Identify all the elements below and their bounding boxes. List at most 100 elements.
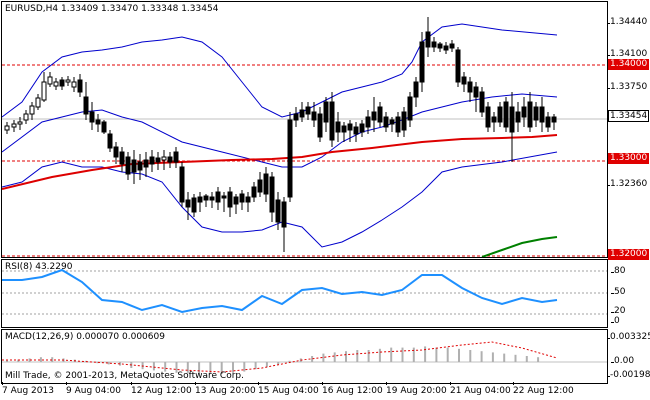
candle-body <box>23 113 29 121</box>
time-label: 7 Aug 2013 <box>2 382 54 396</box>
time-label: 16 Aug 12:00 <box>322 382 383 396</box>
candle-body <box>17 121 23 125</box>
macd-label: MACD(12,26,9) 0.000070 0.000609 <box>5 332 165 342</box>
candle-body <box>257 179 263 193</box>
candle-body <box>191 197 197 213</box>
candle-body <box>203 195 209 201</box>
current-price-label: 1.33454 <box>608 110 650 122</box>
candle-body <box>239 193 245 203</box>
price-chart-canvas[interactable] <box>2 2 607 257</box>
rsi-tick: 0 <box>611 316 620 326</box>
rsi-pane[interactable]: RSI(8) 43.2290 <box>1 259 608 328</box>
candle-body <box>275 199 281 223</box>
rsi-line <box>2 268 558 314</box>
time-label: 21 Aug 04:00 <box>450 382 511 396</box>
time-label: 12 Aug 12:00 <box>131 382 192 396</box>
candle-body <box>281 201 287 228</box>
candle-body <box>455 49 461 83</box>
candle-body <box>197 196 203 203</box>
bollinger-lower-band <box>2 151 558 248</box>
candle-body <box>173 151 179 163</box>
candle-body <box>209 196 215 201</box>
time-label: 19 Aug 20:00 <box>386 382 447 396</box>
time-label: 13 Aug 20:00 <box>195 382 256 396</box>
candle-body <box>443 45 449 51</box>
candle-body <box>533 106 539 121</box>
macd-axis: 0.003325 0.00 -0.001982 <box>606 329 650 382</box>
candle-body <box>287 119 293 198</box>
candle-body <box>167 156 173 163</box>
rsi-tick: 80 <box>610 266 626 276</box>
candle-body <box>299 109 305 118</box>
candle-body <box>149 156 155 165</box>
candle-body <box>401 111 407 131</box>
macd-pane[interactable]: MACD(12,26,9) 0.000070 0.000609 Mill Tra… <box>1 329 608 384</box>
time-axis: 7 Aug 2013 9 Aug 04:00 12 Aug 12:00 13 A… <box>0 382 607 398</box>
candle-body <box>4 125 10 131</box>
candle-body <box>437 43 443 49</box>
candle-body <box>347 123 353 131</box>
candle-body <box>113 146 119 158</box>
candle-body <box>341 125 347 133</box>
candle-body <box>305 106 311 115</box>
candle-body <box>89 111 95 123</box>
price-tick: 1.32360 <box>606 179 648 189</box>
candle-body <box>125 156 131 175</box>
candle-body <box>473 86 479 98</box>
candle-body <box>155 157 161 163</box>
macd-tick: -0.001982 <box>606 370 650 380</box>
candle-body <box>95 119 101 125</box>
candle-body <box>509 106 515 133</box>
candle-body <box>101 121 107 133</box>
candle-body <box>83 96 89 115</box>
candle-body <box>335 121 341 133</box>
candle-body <box>479 91 485 113</box>
candle-body <box>449 43 455 49</box>
candle-body <box>293 113 299 121</box>
candle-body <box>161 156 167 161</box>
rsi-canvas[interactable] <box>2 260 607 327</box>
rsi-tick: 20 <box>610 306 626 316</box>
candle-body <box>323 101 329 123</box>
candle-body <box>383 116 389 128</box>
candle-body <box>47 76 53 85</box>
candle-body <box>485 106 491 128</box>
candle-body <box>503 101 509 128</box>
candle-body <box>77 79 83 93</box>
price-tick: 1.34100 <box>606 49 648 59</box>
candle-body <box>179 166 185 203</box>
candle-body <box>245 196 251 203</box>
candle-body <box>311 111 317 121</box>
rsi-label: RSI(8) 43.2290 <box>5 262 73 272</box>
level-label-1-32000: 1.32000 <box>608 249 650 260</box>
candle-body <box>377 106 383 123</box>
candle-body <box>521 106 527 118</box>
candle-body <box>461 76 467 85</box>
macd-tick: 0.00 <box>610 356 635 366</box>
moving-average-red <box>2 134 558 190</box>
candle-body <box>467 81 473 93</box>
macd-canvas[interactable] <box>2 330 607 383</box>
level-label-1-34000: 1.34000 <box>608 59 650 70</box>
candle-body <box>227 191 233 208</box>
candle-body <box>221 195 227 199</box>
candle-body <box>143 159 149 168</box>
price-chart-pane[interactable]: EURUSD,H4 1.33409 1.33470 1.33348 1.3345… <box>1 1 608 258</box>
copyright-text: Mill Trade, © 2001-2013, MetaQuotes Soft… <box>5 371 244 381</box>
price-tick: 1.34440 <box>606 17 648 27</box>
candle-body <box>29 105 35 115</box>
candle-body <box>233 196 239 205</box>
candle-body <box>425 31 431 48</box>
candle-body <box>407 96 413 121</box>
candle-body <box>107 133 113 149</box>
price-axis: 1.34440 1.34100 1.33750 1.32360 1.34000 … <box>606 1 650 260</box>
candle-body <box>35 97 41 108</box>
candle-body <box>263 173 269 195</box>
candle-body <box>269 176 275 213</box>
candle-body <box>317 113 323 138</box>
candle-body <box>491 116 497 123</box>
price-tick: 1.33750 <box>606 82 648 92</box>
candle-body <box>353 126 359 135</box>
rsi-axis: 80 50 20 0 <box>608 259 650 326</box>
